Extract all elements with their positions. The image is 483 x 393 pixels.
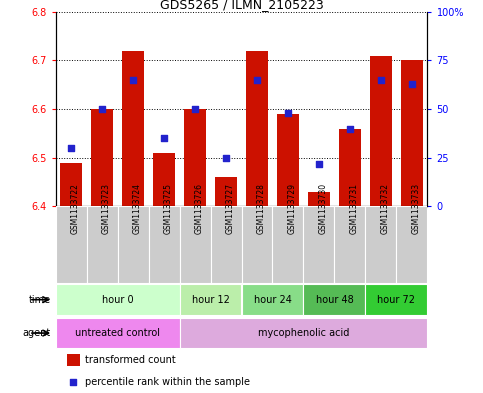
Text: hour 0: hour 0: [102, 295, 133, 305]
Bar: [339, 129, 361, 206]
Point: [346, 125, 354, 132]
Bar: [91, 109, 113, 206]
Point: [98, 106, 106, 112]
Bar: [277, 114, 299, 206]
Text: hour 48: hour 48: [315, 295, 354, 305]
Text: transformed count: transformed count: [85, 355, 176, 365]
Text: GSM1133732: GSM1133732: [381, 183, 390, 234]
Point: [315, 160, 323, 167]
Bar: [366, 206, 397, 283]
Bar: [67, 354, 80, 366]
Bar: [334, 206, 366, 283]
Point: [129, 77, 137, 83]
Text: percentile rank within the sample: percentile rank within the sample: [85, 377, 250, 387]
Text: time: time: [28, 295, 51, 305]
Text: GSM1133724: GSM1133724: [133, 183, 142, 234]
Point: [160, 135, 168, 141]
Point: [191, 106, 199, 112]
Text: GSM1133733: GSM1133733: [412, 183, 421, 234]
Bar: [246, 51, 268, 206]
Bar: [397, 206, 427, 283]
Bar: [242, 206, 272, 283]
Point: [377, 77, 385, 83]
Point: [253, 77, 261, 83]
Bar: [303, 206, 334, 283]
Text: GSM1133729: GSM1133729: [288, 183, 297, 234]
Text: GSM1133730: GSM1133730: [319, 183, 328, 234]
Bar: [370, 55, 392, 206]
Text: GSM1133728: GSM1133728: [257, 183, 266, 234]
Text: GSM1133722: GSM1133722: [71, 183, 80, 234]
Point: [67, 145, 75, 151]
Bar: [308, 192, 330, 206]
Bar: [149, 206, 180, 283]
Text: untreated control: untreated control: [75, 328, 160, 338]
Title: GDS5265 / ILMN_2105223: GDS5265 / ILMN_2105223: [159, 0, 324, 11]
Bar: [122, 51, 144, 206]
Bar: [180, 318, 427, 349]
Bar: [86, 206, 117, 283]
Bar: [401, 61, 423, 206]
Text: agent: agent: [23, 328, 51, 338]
Text: mycophenolic acid: mycophenolic acid: [258, 328, 349, 338]
Bar: [303, 284, 366, 315]
Text: GSM1133731: GSM1133731: [350, 183, 359, 234]
Bar: [366, 284, 427, 315]
Text: GSM1133723: GSM1133723: [102, 183, 111, 234]
Bar: [272, 206, 303, 283]
Text: GSM1133727: GSM1133727: [226, 183, 235, 234]
Bar: [117, 206, 149, 283]
Point: [70, 378, 77, 385]
Text: GSM1133725: GSM1133725: [164, 183, 173, 234]
Bar: [56, 206, 86, 283]
Bar: [56, 318, 180, 349]
Bar: [184, 109, 206, 206]
Bar: [215, 177, 237, 206]
Bar: [56, 284, 180, 315]
Point: [408, 81, 416, 87]
Text: GSM1133726: GSM1133726: [195, 183, 204, 234]
Text: hour 24: hour 24: [254, 295, 291, 305]
Bar: [242, 284, 303, 315]
Bar: [60, 163, 82, 206]
Text: hour 72: hour 72: [377, 295, 415, 305]
Bar: [180, 206, 211, 283]
Point: [284, 110, 292, 116]
Bar: [153, 153, 175, 206]
Text: hour 12: hour 12: [192, 295, 229, 305]
Bar: [180, 284, 242, 315]
Bar: [211, 206, 242, 283]
Point: [222, 154, 230, 161]
